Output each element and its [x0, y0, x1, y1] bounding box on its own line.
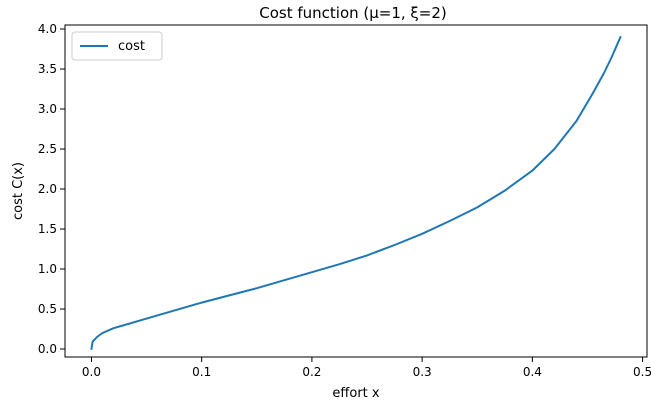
y-tick-label: 0.5	[38, 302, 57, 316]
y-tick-label: 1.5	[38, 222, 57, 236]
series-line-cost	[90, 36, 622, 350]
y-tick-label: 3.5	[38, 62, 57, 76]
y-tick-label: 0.0	[38, 342, 57, 356]
chart-title: Cost function (μ=1, ξ=2)	[259, 4, 447, 22]
y-tick-label: 3.0	[38, 102, 57, 116]
x-tick-label: 0.5	[633, 365, 651, 379]
x-axis-label: effort x	[332, 386, 379, 401]
x-axis: 0.0 0.1 0.2 0.3 0.4 0.5	[82, 357, 651, 379]
legend-box	[71, 31, 163, 61]
y-tick-label: 1.0	[38, 262, 57, 276]
x-tick-label: 0.1	[192, 365, 211, 379]
x-tick-label: 0.2	[302, 365, 321, 379]
y-tick-label: 2.5	[38, 142, 57, 156]
legend-label-cost: cost	[118, 39, 145, 54]
x-tick-label: 0.0	[82, 365, 101, 379]
y-axis-label: cost C(x)	[11, 162, 26, 220]
legend: cost	[71, 31, 163, 61]
y-axis: 0.0 0.5 1.0 1.5 2.0 2.5 3.0 3.5 4.0	[38, 22, 65, 356]
y-tick-label: 4.0	[38, 22, 57, 36]
plot-area	[90, 36, 622, 350]
x-tick-label: 0.3	[413, 365, 432, 379]
y-tick-label: 2.0	[38, 182, 57, 196]
x-tick-label: 0.4	[523, 365, 542, 379]
axes-frame	[64, 24, 648, 358]
